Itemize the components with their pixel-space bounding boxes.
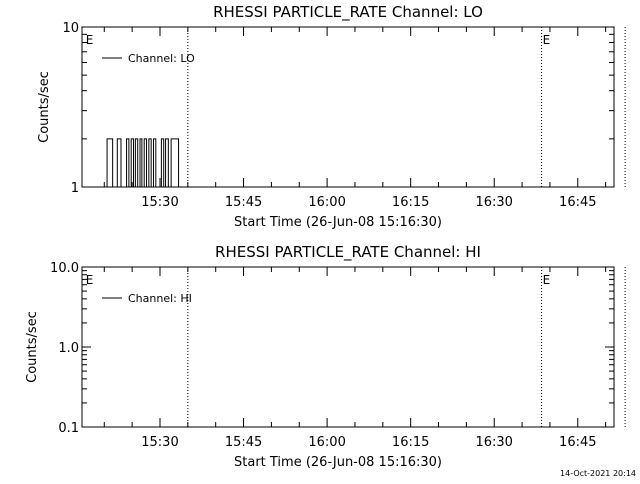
event-marker-label: E bbox=[86, 33, 94, 47]
series-line bbox=[104, 138, 186, 188]
event-marker-label: E bbox=[543, 273, 551, 287]
y-tick-label: 1.0 bbox=[58, 341, 79, 356]
lo-channel-panel: RHESSI PARTICLE_RATE Channel: LO 1 10 15:30… bbox=[37, 3, 626, 230]
x-tick-label: 16:15 bbox=[392, 195, 429, 210]
legend-entry: Channel: HI bbox=[128, 292, 192, 305]
hi-channel-panel: RHESSI PARTICLE_RATE Channel: HI 0.1 1.0 10… bbox=[25, 243, 626, 470]
x-tick-label: 16:15 bbox=[392, 435, 429, 450]
plot-frame bbox=[81, 26, 615, 188]
x-tick-label: 16:00 bbox=[308, 195, 345, 210]
chart-title: RHESSI PARTICLE_RATE Channel: LO bbox=[213, 3, 483, 22]
x-tick-label: 15:45 bbox=[225, 195, 262, 210]
x-tick-label: 15:30 bbox=[141, 435, 178, 450]
y-tick-label: 10.0 bbox=[50, 261, 79, 276]
x-tick-label: 16:45 bbox=[559, 435, 596, 450]
x-axis-label: Start Time (26-Jun-08 15:16:30) bbox=[234, 455, 442, 470]
y-tick-label: 0.1 bbox=[58, 421, 79, 436]
x-tick-label: 16:45 bbox=[559, 195, 596, 210]
x-tick-label: 16:30 bbox=[475, 195, 512, 210]
x-tick-label: 15:30 bbox=[141, 195, 178, 210]
timestamp-label: 14-Oct-2021 20:14 bbox=[560, 469, 636, 478]
x-tick-label: 15:45 bbox=[225, 435, 262, 450]
x-axis-label: Start Time (26-Jun-08 15:16:30) bbox=[234, 215, 442, 230]
plot-frame bbox=[81, 266, 615, 428]
y-axis-label: Counts/sec bbox=[25, 311, 40, 383]
y-tick-label: 10 bbox=[62, 21, 79, 36]
y-tick-label: 1 bbox=[71, 181, 79, 196]
x-tick-label: 16:30 bbox=[475, 435, 512, 450]
legend-entry: Channel: LO bbox=[128, 52, 195, 65]
event-marker-label: E bbox=[86, 273, 94, 287]
x-tick-label: 16:00 bbox=[308, 435, 345, 450]
event-marker-label: E bbox=[543, 33, 551, 47]
chart-title: RHESSI PARTICLE_RATE Channel: HI bbox=[215, 243, 481, 262]
y-axis-label: Counts/sec bbox=[37, 71, 52, 143]
